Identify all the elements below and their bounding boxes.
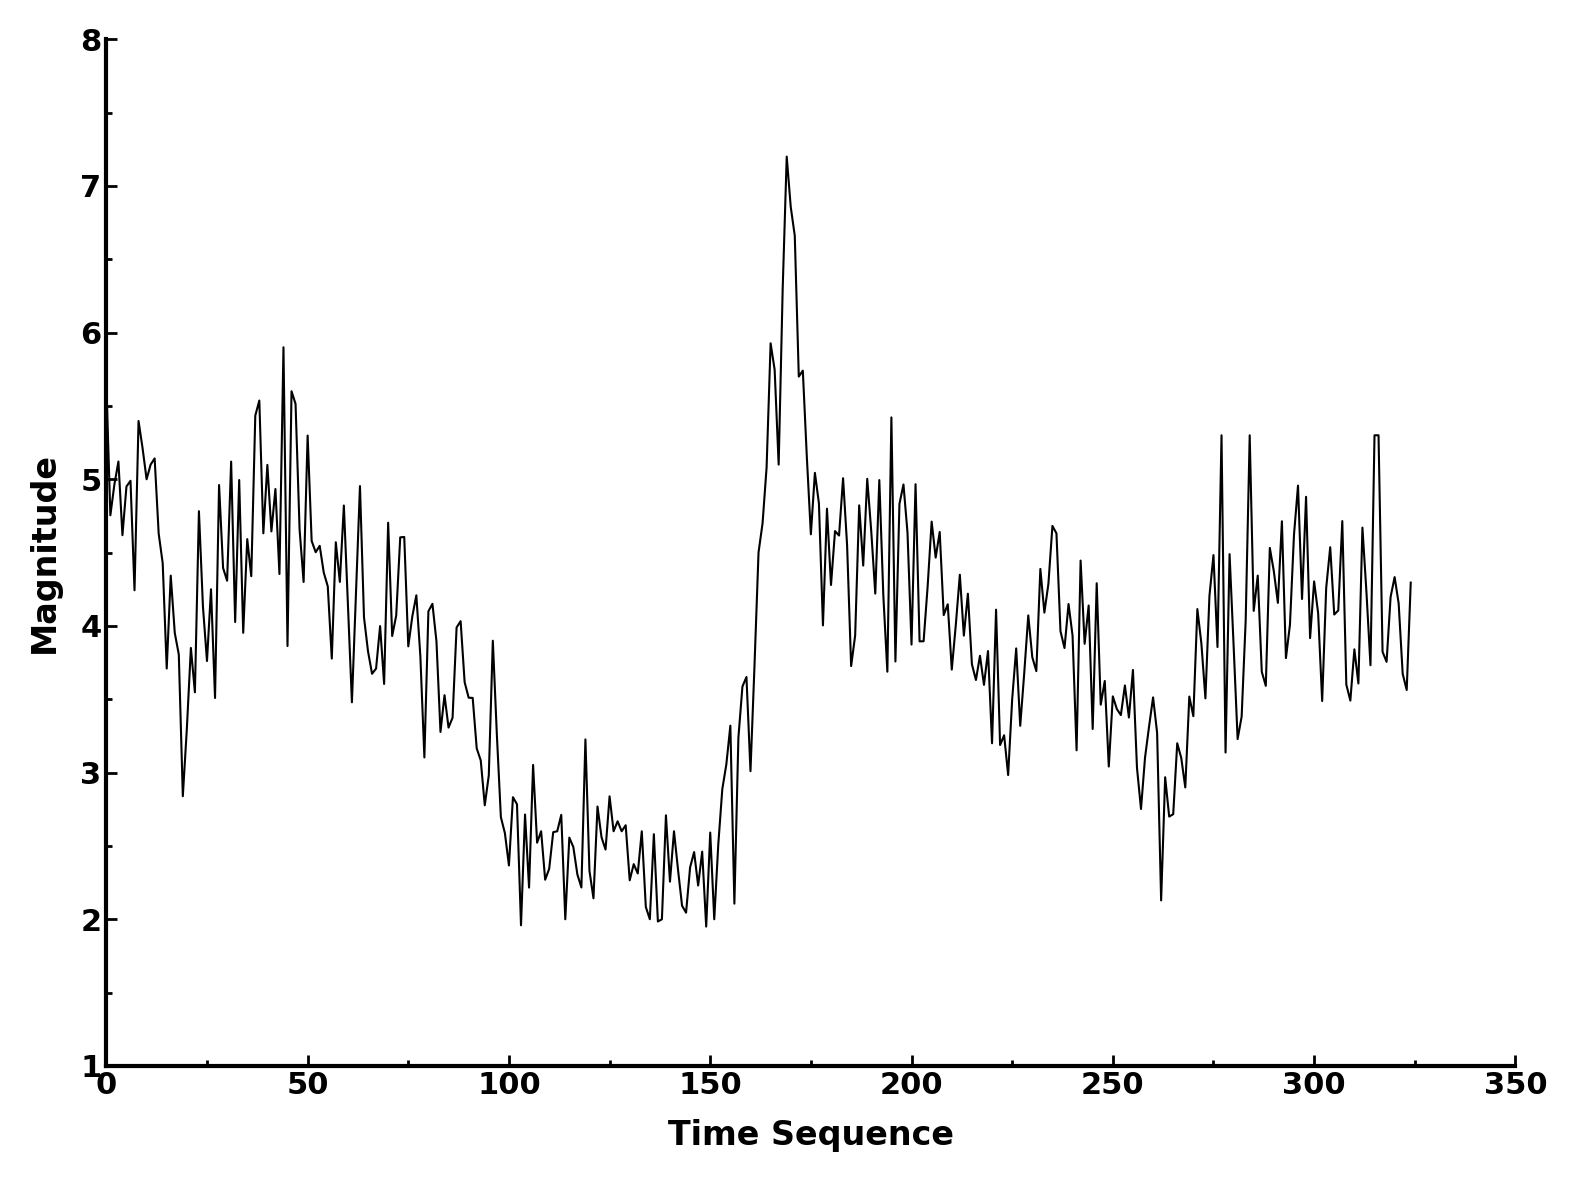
Y-axis label: Magnitude: Magnitude: [28, 452, 61, 653]
X-axis label: Time Sequence: Time Sequence: [668, 1119, 954, 1152]
